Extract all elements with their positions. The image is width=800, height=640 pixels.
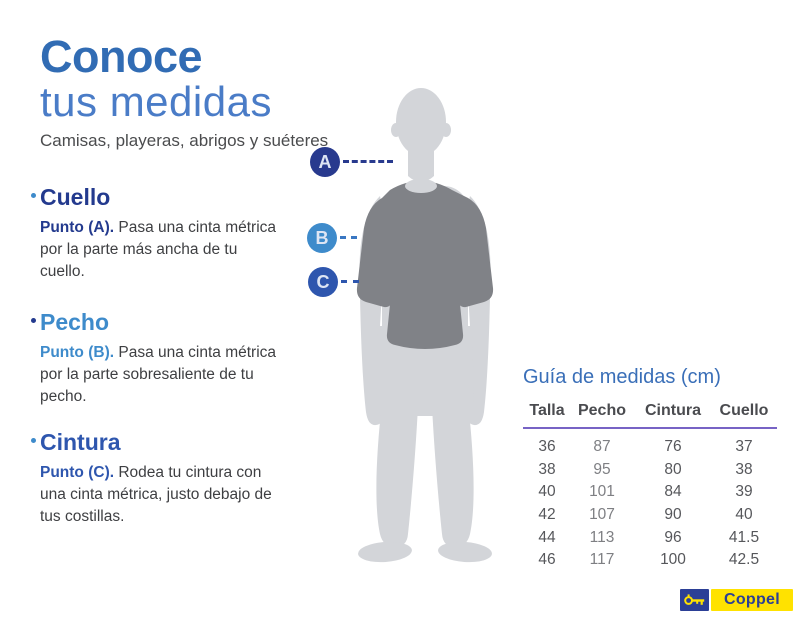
page-title: Conoce: [40, 31, 203, 82]
section-pecho-title: Pecho: [31, 309, 284, 335]
section-cuello-text: Punto (A). Pasa una cinta métrica por la…: [40, 217, 284, 283]
cell-cuello: 42.5: [728, 551, 760, 569]
cell-talla: 46: [538, 551, 556, 569]
size-guide-rows: 36 87 76 37 38 95 80 38 40 101 84 39 42 …: [523, 436, 777, 572]
page-subtitle: Camisas, playeras, abrigos y suéteres: [40, 131, 329, 150]
marker-a-badge: A: [310, 147, 340, 177]
section-cuello: Cuello Punto (A). Pasa una cinta métrica…: [31, 184, 284, 283]
table-row: 44 113 96 41.5: [523, 526, 777, 549]
col-header-pecho: Pecho: [577, 402, 626, 419]
point-a-label: Punto (A).: [40, 219, 115, 236]
marker-c-badge: C: [308, 267, 338, 297]
size-guide-header-row: Talla Pecho Cintura Cuello: [523, 402, 777, 429]
cell-pecho: 101: [589, 483, 615, 501]
section-pecho-text: Punto (B). Pasa una cinta métrica por la…: [40, 342, 284, 408]
cell-talla: 38: [538, 460, 556, 478]
section-cintura-title-text: Cintura: [40, 429, 121, 455]
cell-talla: 40: [538, 483, 556, 501]
cell-cintura: 100: [660, 551, 686, 569]
section-pecho-title-text: Pecho: [40, 309, 110, 335]
marker-a-dashed-line: [343, 160, 393, 163]
cell-pecho: 95: [593, 460, 611, 478]
cell-pecho: 107: [589, 506, 615, 524]
bullet-icon: [31, 318, 36, 323]
point-b-label: Punto (B).: [40, 344, 115, 361]
cell-pecho: 117: [589, 551, 615, 569]
point-c-label: Punto (C).: [40, 464, 115, 481]
cell-cintura: 84: [664, 483, 682, 501]
size-guide-title: Guía de medidas (cm): [523, 366, 721, 388]
male-silhouette-figure: [356, 88, 494, 563]
cell-pecho: 87: [593, 438, 611, 456]
cell-pecho: 113: [589, 528, 615, 546]
col-header-talla: Talla: [529, 402, 565, 419]
bullet-icon: [31, 438, 36, 443]
cell-cintura: 76: [664, 438, 682, 456]
section-cuello-title: Cuello: [31, 184, 284, 210]
bullet-icon: [31, 193, 36, 198]
table-row: 42 107 90 40: [523, 504, 777, 527]
cell-cuello: 39: [735, 483, 753, 501]
marker-c-dashed-line: [341, 280, 359, 283]
coppel-logo: Coppel: [680, 589, 793, 611]
cell-cintura: 90: [664, 506, 682, 524]
section-cintura-title: Cintura: [31, 429, 284, 455]
section-cintura: Cintura Punto (C). Rodea tu cintura con …: [31, 429, 284, 528]
marker-b-dashed-line: [340, 236, 357, 239]
coppel-wordmark: Coppel: [711, 589, 793, 611]
cell-cuello: 37: [735, 438, 753, 456]
key-icon: [680, 589, 709, 611]
table-row: 36 87 76 37: [523, 436, 777, 459]
table-row: 38 95 80 38: [523, 459, 777, 482]
cell-cintura: 96: [664, 528, 682, 546]
size-guide-table: Guía de medidas (cm) Talla Pecho Cintura…: [523, 366, 777, 572]
cell-talla: 36: [538, 438, 556, 456]
col-header-cintura: Cintura: [645, 402, 701, 419]
t-shirt-shape: [356, 179, 494, 349]
section-pecho: Pecho Punto (B). Pasa una cinta métrica …: [31, 309, 284, 408]
marker-b-badge: B: [307, 223, 337, 253]
cell-talla: 44: [538, 528, 556, 546]
col-header-cuello: Cuello: [719, 402, 769, 419]
section-cintura-text: Punto (C). Rodea tu cintura con una cint…: [40, 462, 284, 528]
cell-talla: 42: [538, 506, 556, 524]
section-pecho-description: Pasa una cinta métrica por la parte sobr…: [40, 344, 277, 405]
header: Conoce tus medidas Camisas, playeras, ab…: [40, 34, 328, 151]
page-title-secondary: tus medidas: [40, 78, 272, 125]
section-cuello-title-text: Cuello: [40, 184, 111, 210]
cell-cuello: 40: [735, 506, 753, 524]
section-cuello-description: Pasa una cinta métrica por la parte más …: [40, 219, 277, 280]
section-cintura-description: Rodea tu cintura con una cinta métrica, …: [40, 464, 272, 525]
cell-cuello: 41.5: [728, 528, 760, 546]
table-row: 46 117 100 42.5: [523, 549, 777, 572]
table-row: 40 101 84 39: [523, 481, 777, 504]
cell-cintura: 80: [664, 460, 682, 478]
cell-cuello: 38: [735, 460, 753, 478]
